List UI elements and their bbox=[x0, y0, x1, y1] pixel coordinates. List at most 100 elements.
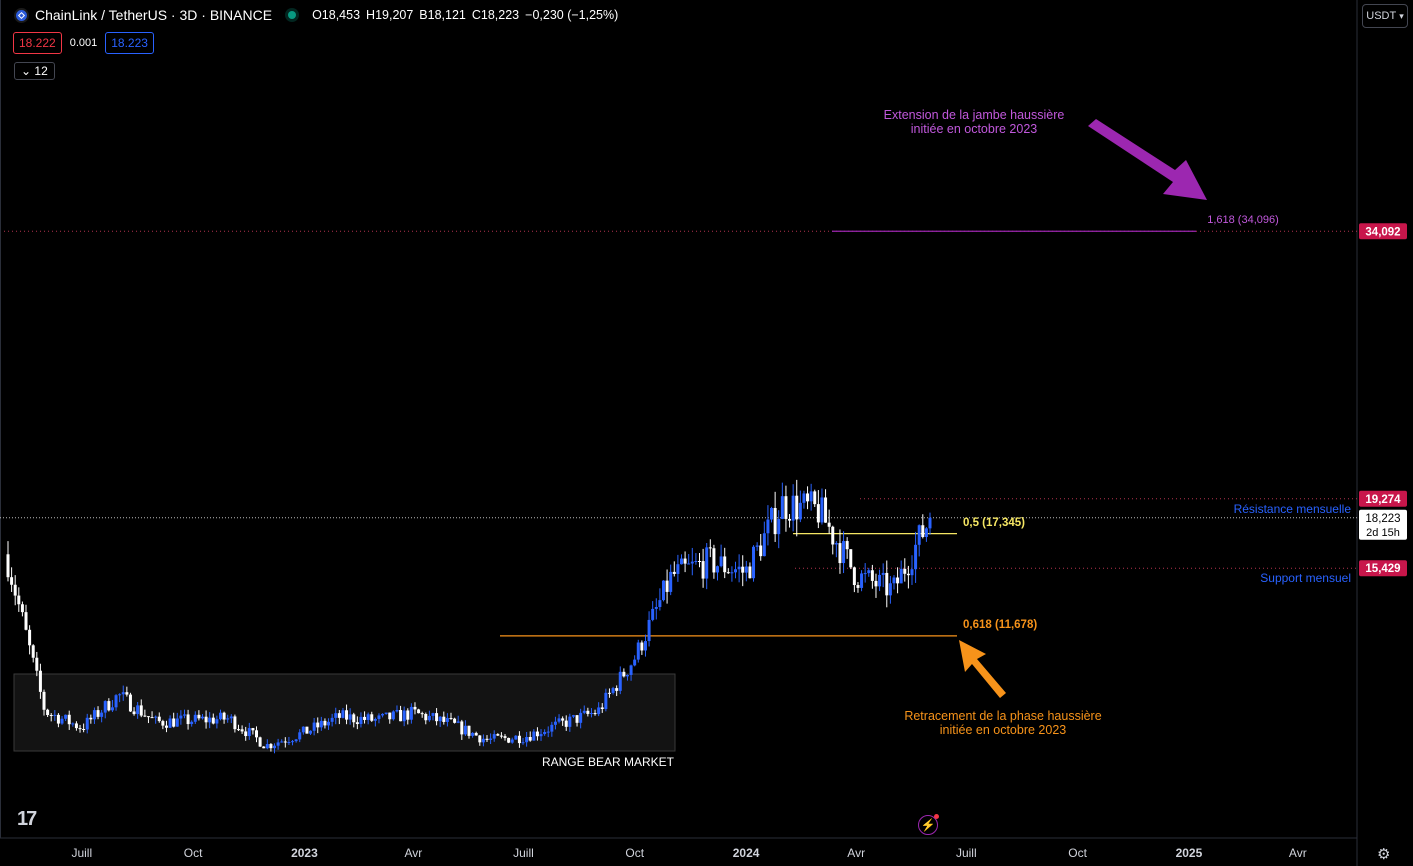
candle[interactable] bbox=[78, 724, 82, 733]
candle[interactable] bbox=[305, 726, 309, 734]
candle[interactable] bbox=[633, 655, 637, 667]
candle[interactable] bbox=[737, 554, 741, 583]
candle[interactable] bbox=[917, 524, 921, 557]
candle[interactable] bbox=[661, 580, 665, 602]
candle[interactable] bbox=[561, 716, 565, 726]
candle[interactable] bbox=[791, 484, 795, 532]
candle[interactable] bbox=[125, 686, 129, 697]
candle[interactable] bbox=[294, 738, 298, 743]
candle[interactable] bbox=[384, 712, 388, 715]
candle[interactable] bbox=[471, 732, 475, 738]
candle[interactable] bbox=[175, 712, 179, 727]
candle[interactable] bbox=[391, 710, 395, 721]
candle[interactable] bbox=[388, 712, 392, 724]
orange-arrow-icon[interactable] bbox=[959, 640, 1006, 698]
candle[interactable] bbox=[377, 713, 381, 724]
candle[interactable] bbox=[521, 738, 525, 745]
candle[interactable] bbox=[726, 568, 730, 574]
candle[interactable] bbox=[910, 555, 914, 585]
candle[interactable] bbox=[503, 734, 507, 741]
candle[interactable] bbox=[298, 729, 302, 743]
candle[interactable] bbox=[237, 724, 240, 732]
candle[interactable] bbox=[629, 664, 633, 681]
candle[interactable] bbox=[53, 710, 57, 721]
candle[interactable] bbox=[381, 713, 385, 718]
tradingview-logo-icon[interactable]: 17 bbox=[17, 808, 37, 830]
candle[interactable] bbox=[849, 549, 853, 570]
candle[interactable] bbox=[600, 703, 604, 713]
candle[interactable] bbox=[168, 715, 172, 728]
candle[interactable] bbox=[71, 722, 75, 727]
candle[interactable] bbox=[507, 737, 511, 744]
candle[interactable] bbox=[698, 553, 701, 568]
candle[interactable] bbox=[755, 542, 759, 551]
candle[interactable] bbox=[103, 700, 107, 719]
candle[interactable] bbox=[510, 737, 514, 744]
candle[interactable] bbox=[420, 711, 424, 718]
candle[interactable] bbox=[215, 715, 219, 729]
candle[interactable] bbox=[301, 726, 305, 735]
candle[interactable] bbox=[885, 560, 889, 608]
candle[interactable] bbox=[35, 651, 39, 677]
candle[interactable] bbox=[773, 491, 777, 542]
candle[interactable] bbox=[262, 746, 266, 749]
candle[interactable] bbox=[896, 567, 900, 594]
candle[interactable] bbox=[564, 715, 568, 731]
candle[interactable] bbox=[856, 582, 860, 593]
candle[interactable] bbox=[553, 716, 557, 730]
candle[interactable] bbox=[762, 521, 766, 557]
candle[interactable] bbox=[665, 569, 669, 604]
candle[interactable] bbox=[352, 712, 356, 728]
candle[interactable] bbox=[485, 735, 489, 742]
candle[interactable] bbox=[809, 483, 813, 511]
candle[interactable] bbox=[928, 512, 932, 535]
candle[interactable] bbox=[370, 711, 374, 722]
candle[interactable] bbox=[89, 714, 93, 724]
candle[interactable] bbox=[6, 541, 10, 582]
candle[interactable] bbox=[903, 558, 907, 582]
candle[interactable] bbox=[211, 713, 215, 725]
candle[interactable] bbox=[752, 545, 756, 582]
candle[interactable] bbox=[597, 702, 601, 717]
candle[interactable] bbox=[820, 488, 824, 525]
candle[interactable] bbox=[240, 725, 244, 734]
candle[interactable] bbox=[312, 717, 316, 736]
candle[interactable] bbox=[550, 721, 554, 737]
candle[interactable] bbox=[417, 708, 421, 714]
candle[interactable] bbox=[258, 736, 262, 747]
candle[interactable] bbox=[784, 485, 788, 532]
candle[interactable] bbox=[442, 711, 446, 725]
candle[interactable] bbox=[543, 729, 547, 736]
candle[interactable] bbox=[694, 553, 698, 565]
candle[interactable] bbox=[816, 490, 820, 529]
candle[interactable] bbox=[82, 723, 86, 733]
candle[interactable] bbox=[309, 730, 313, 735]
candle[interactable] bbox=[827, 509, 831, 534]
candle[interactable] bbox=[373, 717, 377, 727]
candle[interactable] bbox=[366, 712, 370, 725]
price-tag-19274[interactable]: 19,274 bbox=[1359, 490, 1407, 507]
candle[interactable] bbox=[474, 731, 478, 736]
candle[interactable] bbox=[824, 489, 828, 523]
candle[interactable] bbox=[265, 739, 269, 750]
candle[interactable] bbox=[701, 548, 705, 588]
candle[interactable] bbox=[708, 539, 712, 558]
candle[interactable] bbox=[481, 734, 485, 747]
candle[interactable] bbox=[273, 743, 277, 754]
candle[interactable] bbox=[269, 743, 273, 752]
candle[interactable] bbox=[406, 708, 410, 725]
candle[interactable] bbox=[204, 710, 208, 729]
candle[interactable] bbox=[190, 720, 194, 727]
candle[interactable] bbox=[496, 733, 500, 736]
candle[interactable] bbox=[107, 698, 111, 712]
candle[interactable] bbox=[226, 714, 230, 723]
candle[interactable] bbox=[427, 710, 431, 722]
candle[interactable] bbox=[327, 718, 331, 730]
candle[interactable] bbox=[146, 716, 150, 724]
candle[interactable] bbox=[143, 709, 147, 717]
candle[interactable] bbox=[744, 560, 748, 582]
candle[interactable] bbox=[625, 674, 629, 681]
candle[interactable] bbox=[64, 714, 68, 722]
current-price-tag[interactable]: 18,223 2d 15h bbox=[1359, 509, 1407, 540]
candle[interactable] bbox=[60, 716, 64, 725]
